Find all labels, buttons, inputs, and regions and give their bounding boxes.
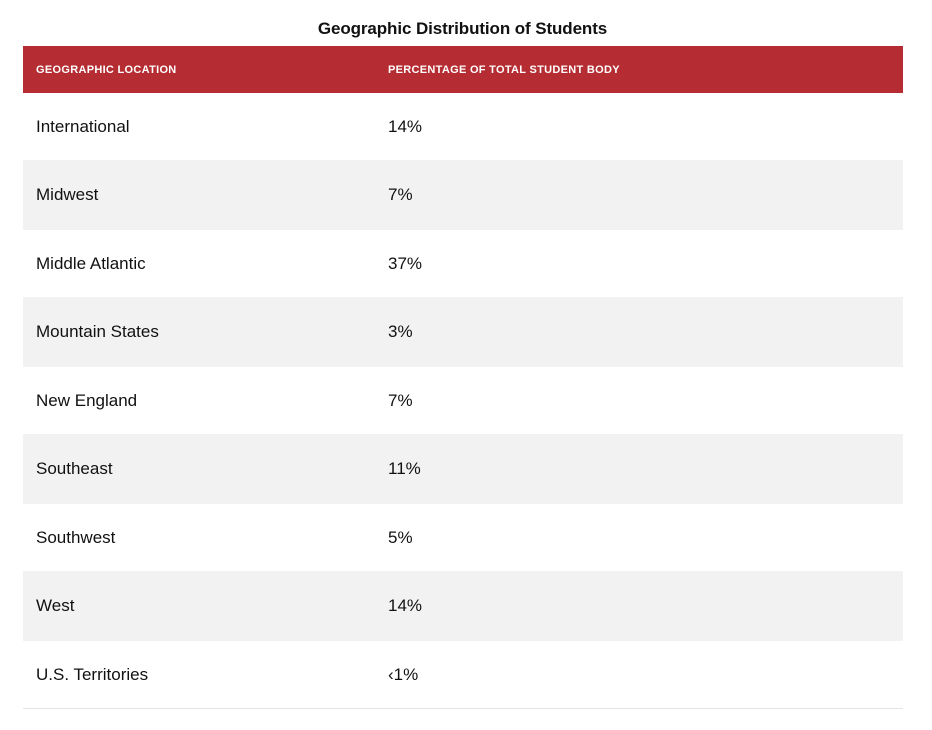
cell-location: Southwest [36, 527, 116, 547]
cell-location: International [36, 116, 130, 136]
cell-percentage: ‹1% [388, 664, 419, 684]
table-row: International 14% [23, 93, 903, 160]
cell-location: Midwest [36, 185, 99, 204]
header-percentage: PERCENTAGE OF TOTAL STUDENT BODY [388, 63, 620, 76]
table-row: Southeast 11% [23, 434, 903, 504]
table-row: New England 7% [23, 367, 903, 434]
table-row: Mountain States 3% [23, 297, 903, 367]
table-header-row: GEOGRAPHIC LOCATION PERCENTAGE OF TOTAL … [23, 46, 903, 93]
cell-location: Middle Atlantic [36, 253, 146, 273]
cell-percentage: 7% [388, 185, 413, 204]
geographic-distribution-table: GEOGRAPHIC LOCATION PERCENTAGE OF TOTAL … [23, 46, 903, 709]
table-row: Middle Atlantic 37% [23, 230, 903, 297]
table-row: Southwest 5% [23, 504, 903, 571]
cell-percentage: 3% [388, 322, 413, 341]
cell-location: Mountain States [36, 322, 159, 341]
table-bottom-border [23, 708, 903, 709]
cell-location: New England [36, 390, 138, 410]
table-row: Midwest 7% [23, 160, 903, 230]
header-geographic-location: GEOGRAPHIC LOCATION [36, 63, 177, 76]
cell-location: U.S. Territories [36, 664, 149, 684]
table-row: West 14% [23, 571, 903, 641]
cell-percentage: 14% [388, 596, 423, 615]
cell-percentage: 37% [388, 253, 423, 273]
cell-location: Southeast [36, 459, 113, 478]
cell-location: West [36, 596, 75, 615]
cell-percentage: 11% [388, 459, 421, 478]
table-row: U.S. Territories ‹1% [23, 641, 903, 708]
cell-percentage: 14% [388, 116, 423, 136]
cell-percentage: 5% [388, 527, 413, 547]
cell-percentage: 7% [388, 390, 413, 410]
table-caption: Geographic Distribution of Students [317, 19, 608, 38]
